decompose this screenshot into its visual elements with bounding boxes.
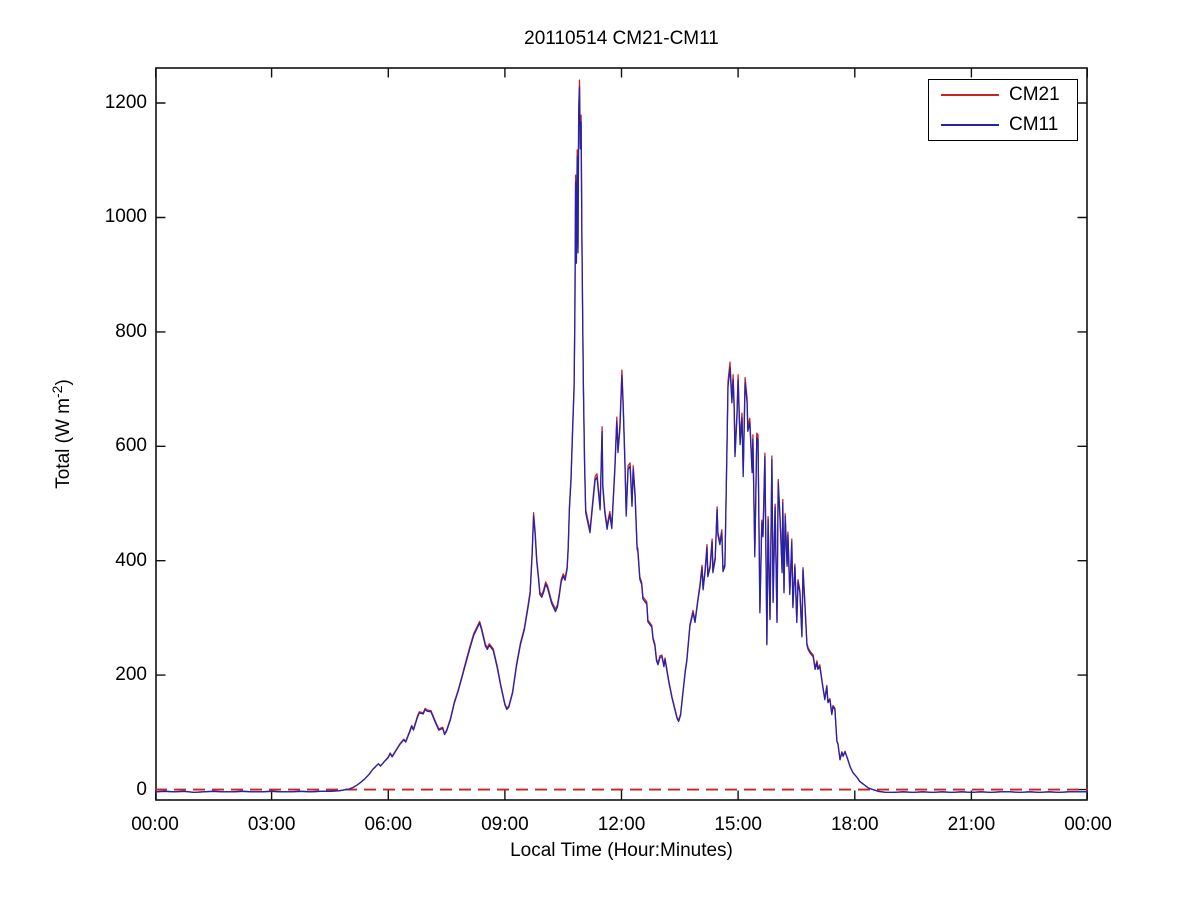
x-tick-label: 12:00 <box>597 814 646 835</box>
x-tick-label: 09:00 <box>481 814 529 835</box>
x-tick-label: 18:00 <box>830 814 879 835</box>
series-lines <box>155 79 1088 794</box>
cm21-series-line <box>155 79 1088 794</box>
tick-marks <box>155 68 1088 800</box>
legend-label-cm11: CM11 <box>1009 114 1059 135</box>
x-tick-label: 00:00 <box>131 814 179 835</box>
legend-item-cm11: CM11 <box>929 111 1077 139</box>
y-axis-label-close: ) <box>53 379 75 386</box>
y-axis-label: Total (W m-2) <box>49 379 75 489</box>
x-tick-label: 15:00 <box>714 814 762 835</box>
axes-border <box>155 67 1088 801</box>
y-tick-label: 0 <box>136 778 147 800</box>
plot-area <box>155 67 1088 801</box>
x-tick-label: 03:00 <box>247 814 296 835</box>
cm21-line-sample <box>941 94 999 96</box>
chart-title: 20110514 CM21-CM11 <box>524 28 719 49</box>
y-axis-label-text: Total (W m <box>53 398 75 489</box>
y-tick-label: 1000 <box>104 206 147 228</box>
y-tick-label: 600 <box>115 435 147 457</box>
x-tick-label: 06:00 <box>364 814 413 835</box>
y-tick-label: 800 <box>115 320 147 342</box>
legend: CM21 CM11 <box>928 79 1078 141</box>
axis-tick-marks <box>155 68 1088 800</box>
legend-item-cm21: CM21 <box>929 81 1077 109</box>
y-tick-label: 1200 <box>104 92 147 114</box>
y-axis-label-superscript: -2 <box>48 385 65 398</box>
cm11-series-line <box>155 86 1088 794</box>
axes-box <box>155 67 1088 801</box>
x-tick-label: 00:00 <box>1064 814 1112 835</box>
x-axis-label: Local Time (Hour:Minutes) <box>510 840 733 861</box>
legend-label-cm21: CM21 <box>1009 84 1060 105</box>
y-tick-label: 200 <box>115 664 147 686</box>
y-tick-label: 400 <box>115 549 147 571</box>
cm11-line-sample <box>941 124 999 126</box>
x-tick-label: 21:00 <box>947 814 996 835</box>
